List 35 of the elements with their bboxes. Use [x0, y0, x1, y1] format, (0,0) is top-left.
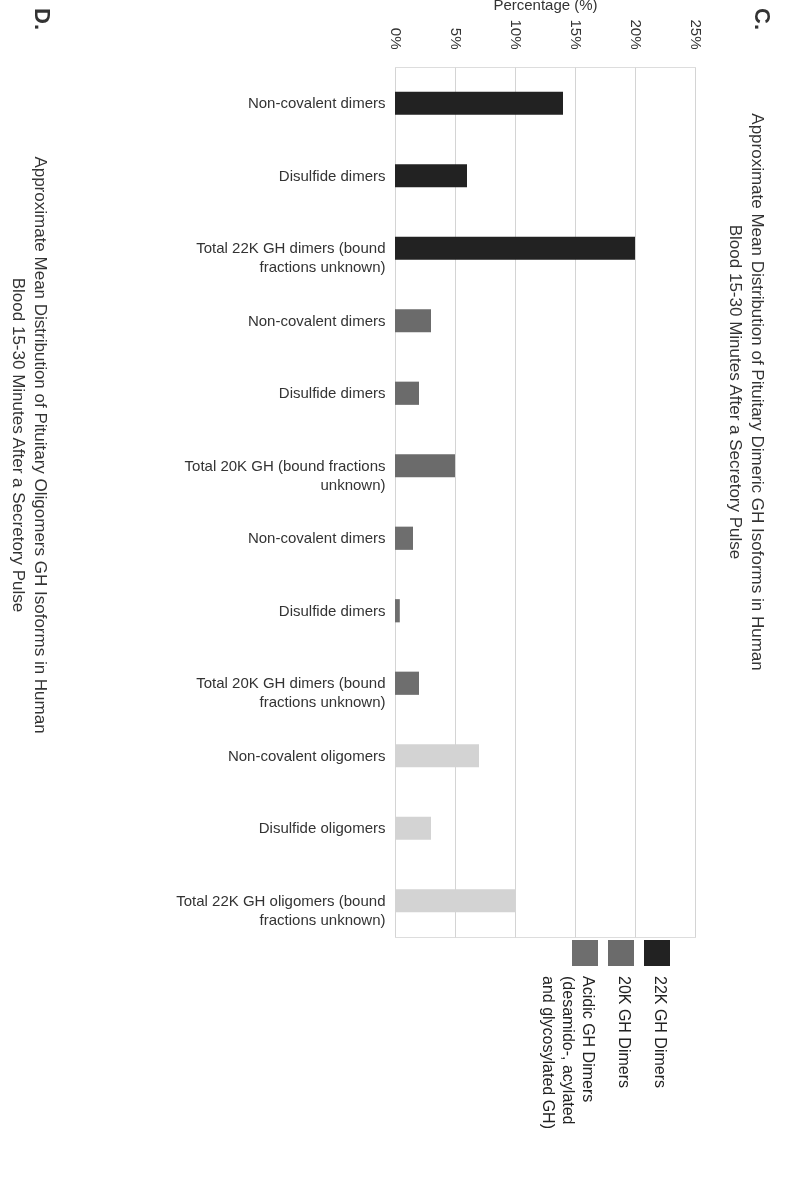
text: C. [750, 8, 775, 30]
legend-label: 22K GH Dimers [652, 976, 669, 1089]
bar [395, 599, 400, 623]
text: Approximate Mean Distribution of Pituitary Oligomers GH Isoforms in Human Blood 15-30 Minutes After a Secretory Pulse [9, 156, 50, 734]
y-tick-label: Disulfide dimers [278, 384, 386, 402]
y-tick-label: Non-covalent dimers [247, 94, 386, 112]
x-axis-title: Percentage (%) [493, 0, 598, 14]
bar [395, 91, 563, 115]
y-tick-label: Disulfide dimers [278, 601, 386, 619]
x-tick-label: 25% [687, 19, 705, 50]
legend-label: 20K GH Dimers [616, 976, 633, 1089]
y-tick-label: Total 20K GH dimers (bound fractions unknown) [196, 674, 386, 711]
bar [395, 164, 467, 188]
y-tick-label: Disulfide oligomers [258, 819, 386, 837]
y-tick-label: Non-covalent oligomers [227, 746, 386, 764]
y-tick-label: Non-covalent dimers [247, 529, 386, 547]
x-tick-label: 20% [627, 19, 645, 50]
bar [395, 381, 419, 405]
bar [395, 526, 413, 550]
y-tick-label: Disulfide dimers [278, 166, 386, 184]
x-tick-label: 0% [387, 27, 405, 50]
text: Approximate Mean Distribution of Pituitary Dimeric GH Isoforms in Human Blood 15-30 Minutes After a Secretory Pulse [726, 113, 767, 671]
y-tick-label: Total 20K GH (bound fractions unknown) [184, 456, 386, 493]
legend-label: Acidic GH Dimers (desamido-, acylated and glycosylated GH) [540, 976, 597, 1129]
y-tick-label: Total 22K GH oligomers (bound fractions unknown) [176, 891, 386, 928]
y-tick-label: Total 22K GH dimers (bound fractions unknown) [196, 239, 386, 276]
x-tick-label: 10% [507, 19, 525, 50]
bar [395, 671, 419, 695]
text: D. [30, 8, 55, 30]
x-tick-label: 5% [447, 27, 465, 50]
y-tick-label: Non-covalent dimers [247, 311, 386, 329]
bar [395, 454, 455, 478]
bar [395, 236, 635, 260]
x-tick-label: 15% [567, 19, 585, 50]
bar [395, 309, 431, 333]
